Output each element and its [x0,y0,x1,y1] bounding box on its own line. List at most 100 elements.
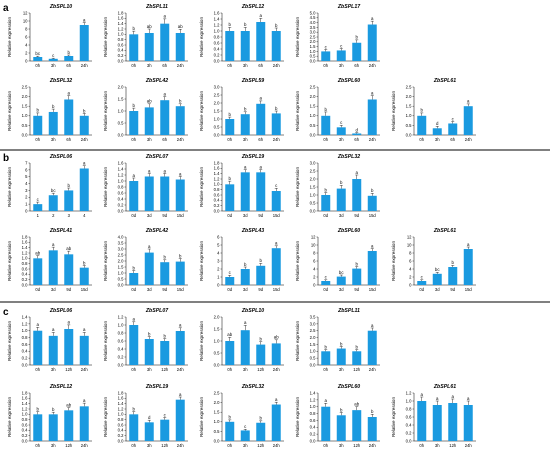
y-tick-label: 1.4 [22,401,28,406]
significance-label: b [133,103,136,108]
bar [33,57,43,61]
x-tick-label: 0h [35,63,40,68]
significance-label: c [452,116,455,121]
y-tick-label: 1.2 [406,390,412,395]
y-tick-label: 2.5 [214,92,220,97]
chart-title: ZbSPL11 [337,308,360,314]
y-tick-label: 0.2 [22,356,28,361]
bar-chart: ZbSPL07 Relative expression 0.0 0.2 0.4 0.6 0.… [103,308,188,372]
y-tick-label: 0.2 [22,277,28,282]
y-tick-label: 1.0 [22,256,28,261]
y-tick-label: 2.5 [22,84,28,89]
y-tick-label: 1.0 [214,116,220,121]
y-tick-label: 0.5 [310,123,316,128]
y-tick-label: 2.0 [310,335,316,340]
significance-label: b [164,333,167,338]
y-axis-label: Relative expression [295,167,300,208]
y-tick-label: 2 [217,266,220,271]
significance-label: a [371,243,374,248]
x-tick-label: 12h [161,367,169,372]
panel-label: c [3,307,9,318]
x-tick-label: 12h [65,443,73,448]
y-tick-label: 0.5 [214,350,220,355]
y-tick-label: 4 [313,266,316,271]
y-tick-label: 1.4 [214,16,220,21]
x-tick-label: 12h [353,443,361,448]
chart-title: ZbSPL19 [241,154,264,160]
bar [463,106,473,135]
x-tick-label: 0h [35,137,40,142]
significance-label: a [83,161,86,166]
y-axis-label: Relative expression [295,91,300,132]
x-tick-label: 15d [177,287,185,292]
bar [463,249,473,285]
chart-title: ZbSPL42 [145,78,168,84]
x-tick-label: 3h [51,367,56,372]
x-tick-label: 24h [177,137,185,142]
significance-label: bc [435,267,440,272]
bar-chart: ZbSPL60 Relative expression 0.0 0.5 1.0 1.5 2.… [295,78,380,142]
x-tick-label: 3d [147,213,152,218]
bar-chart: ZbSPL32 Relative expression 0.0 0.5 1.0 1.5 2.… [295,154,380,218]
y-tick-label: 0.2 [214,52,220,57]
y-tick-label: 2.0 [214,100,220,105]
bar [129,111,139,135]
bar-chart: ZbSPL59 Relative expression 0.0 0.5 1.0 1.5 2.… [199,78,284,142]
bar [417,115,427,135]
y-tick-label: 1.5 [310,104,316,109]
x-tick-label: 9d [162,287,167,292]
significance-label: c [37,197,40,202]
y-tick-label: 0.4 [118,196,124,201]
significance-label: a [148,168,151,173]
significance-label: b [37,108,40,113]
bar [417,401,427,441]
y-tick-label: 4 [409,266,412,271]
bar-chart: ZbSPL42 Relative expression 0.0 0.5 1.0 1.5 2.… [103,78,188,142]
y-axis-label: Relative expression [199,321,204,362]
y-tick-label: 1.5 [214,410,220,415]
significance-label: b [340,407,343,412]
significance-label: b [340,341,343,346]
bar [33,258,43,285]
bar [367,24,377,61]
x-tick-label: 9d [258,213,263,218]
bar [33,414,43,441]
x-tick-label: 3h [147,137,152,142]
x-tick-label: 0d [227,287,232,292]
significance-label: b [356,35,359,40]
significance-label: b [148,331,151,336]
x-tick-label: 24h [465,137,473,142]
significance-label: a [356,170,359,175]
y-tick-label: 4 [217,250,220,255]
y-tick-label: 0.5 [214,429,220,434]
significance-label: b [275,23,278,28]
x-tick-label: 3h [51,137,56,142]
panel-label: a [3,3,9,14]
y-tick-label: 0.2 [118,433,124,438]
x-tick-label: 15d [369,213,377,218]
y-tick-label: 0.0 [22,282,28,287]
significance-label: b [229,112,232,117]
y-tick-label: 1.8 [118,10,124,15]
bar-chart: ZbSPL19 Relative expression 0.00.20.40.60.… [199,154,284,218]
significance-label: b [52,104,55,109]
y-tick-label: 1.6 [118,396,124,401]
significance-label: ab [147,24,152,29]
significance-label: b [83,108,86,113]
y-tick-label: 0.5 [214,124,220,129]
x-tick-label: 0d [131,213,136,218]
bar-chart: ZbSPL10 Relative expression 0.0 0.5 1.0 1.5 2.… [199,308,284,372]
chart-title: ZbSPL60 [337,228,360,234]
significance-label: a [452,394,455,399]
significance-label: a [164,91,167,96]
bar [144,176,154,211]
significance-label: a [436,396,439,401]
y-tick-label: 0.0 [214,58,220,63]
bar [225,184,235,211]
bar [79,267,89,285]
bar [432,128,442,135]
x-tick-label: 12h [257,367,265,372]
y-tick-label: 2.0 [310,94,316,99]
y-tick-label: 0 [217,282,220,287]
